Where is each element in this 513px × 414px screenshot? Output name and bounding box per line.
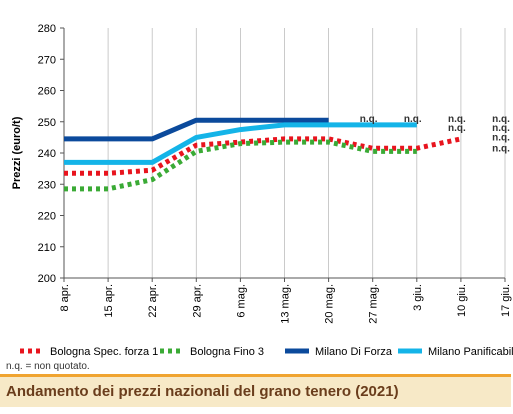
- legend-label: Milano Panificabile: [428, 346, 513, 358]
- axes: 200 210 220 230 240 250 260 270 280 8 apr. 15 apr.…: [38, 23, 512, 324]
- y-tick-label: 220: [38, 211, 56, 223]
- y-tick-label: 230: [38, 179, 56, 191]
- x-tick-label: 17 giu.: [500, 284, 512, 317]
- chart-caption: Andamento dei prezzi nazionali del grano…: [6, 383, 399, 400]
- annotations: n.q. n.q. n.q.n.q.n.q.n.q.n.q.n.q.: [360, 114, 510, 155]
- caption-bar: Andamento dei prezzi nazionali del grano…: [0, 374, 511, 407]
- annotation-nq: n.q.: [492, 133, 510, 144]
- series-line: [64, 139, 417, 192]
- y-tick-label: 200: [38, 273, 56, 285]
- legend: Bologna Spec. forza 1 Bologna Fino 3 Milan…: [20, 346, 513, 358]
- annotation-nq: n.q.: [360, 114, 378, 125]
- x-tick-label: 15 apr.: [103, 284, 115, 318]
- footnote: n.q. = non quotato.: [6, 361, 90, 372]
- x-tick-label: 13 mag.: [280, 284, 292, 324]
- annotation-nq: n.q.: [492, 114, 510, 125]
- annotation-nq: n.q.: [492, 143, 510, 154]
- vertical-gridlines: [63, 28, 506, 278]
- y-tick-label: 210: [38, 242, 56, 254]
- x-tick-label: 8 apr.: [59, 284, 71, 312]
- series-lines: [64, 117, 462, 192]
- y-tick-label: 250: [38, 117, 56, 129]
- y-tick-label: 270: [38, 54, 56, 66]
- legend-label: Milano Di Forza: [315, 346, 393, 358]
- annotation-nq: n.q.: [448, 114, 466, 125]
- legend-label: Bologna Spec. forza 1: [50, 346, 158, 358]
- y-tick-label: 260: [38, 86, 56, 98]
- x-tick-label: 3 giu.: [412, 284, 424, 311]
- x-tick-label: 6 mag.: [235, 284, 247, 318]
- x-tick-label: 29 apr.: [191, 284, 203, 318]
- annotation-nq: n.q.: [448, 123, 466, 134]
- y-axis-label: Prezzi (euro/t): [11, 116, 23, 189]
- series-line: [64, 136, 462, 176]
- legend-label: Bologna Fino 3: [190, 346, 264, 358]
- annotation-nq: n.q.: [492, 123, 510, 134]
- series-line: [64, 117, 329, 142]
- x-tick-label: 10 giu.: [456, 284, 468, 317]
- series-line: [64, 122, 417, 165]
- annotation-nq: n.q.: [404, 114, 422, 125]
- y-tick-label: 280: [38, 23, 56, 35]
- y-tick-label: 240: [38, 148, 56, 160]
- x-tick-label: 20 mag.: [324, 284, 336, 324]
- x-tick-label: 22 apr.: [147, 284, 159, 318]
- x-tick-label: 27 mag.: [368, 284, 380, 324]
